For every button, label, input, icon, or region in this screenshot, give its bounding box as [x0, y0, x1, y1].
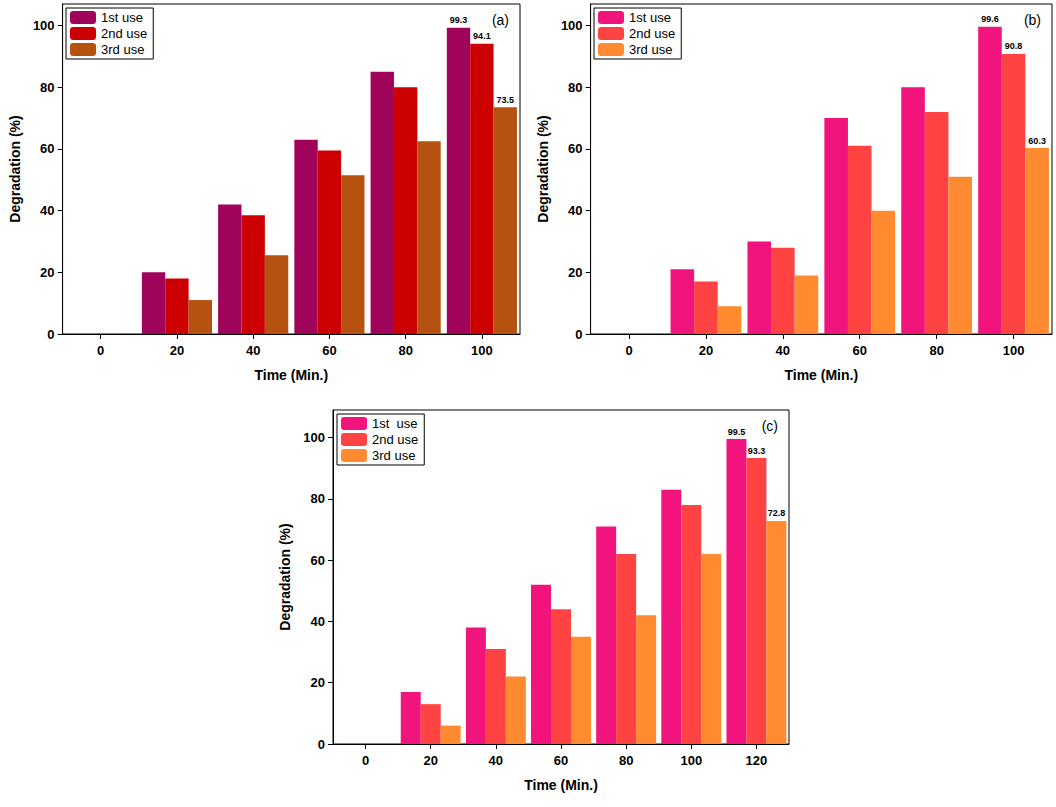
svg-text:20: 20	[40, 265, 54, 280]
svg-text:90.8: 90.8	[1005, 41, 1023, 51]
svg-text:Time (Min.): Time (Min.)	[524, 777, 598, 793]
svg-text:2nd use: 2nd use	[629, 26, 675, 41]
svg-text:2nd use: 2nd use	[101, 26, 147, 41]
svg-text:60: 60	[554, 753, 568, 768]
svg-text:Time (Min.): Time (Min.)	[784, 367, 858, 383]
svg-text:40: 40	[40, 203, 54, 218]
svg-text:40: 40	[568, 203, 582, 218]
svg-text:(a): (a)	[492, 12, 509, 28]
svg-text:20: 20	[423, 753, 437, 768]
svg-text:93.3: 93.3	[748, 446, 766, 456]
svg-text:0: 0	[625, 343, 632, 358]
svg-text:100: 100	[303, 430, 325, 445]
svg-text:60: 60	[40, 141, 54, 156]
svg-text:Degradation (%): Degradation (%)	[277, 523, 293, 630]
svg-text:60: 60	[568, 141, 582, 156]
svg-text:120: 120	[746, 753, 768, 768]
svg-text:0: 0	[47, 327, 54, 342]
svg-text:40: 40	[246, 343, 260, 358]
svg-text:(b): (b)	[1024, 12, 1041, 28]
svg-text:94.1: 94.1	[473, 31, 491, 41]
svg-text:3rd use: 3rd use	[372, 448, 415, 463]
svg-text:Time (Min.): Time (Min.)	[254, 367, 328, 383]
svg-text:99.6: 99.6	[981, 14, 999, 24]
svg-text:0: 0	[97, 343, 104, 358]
svg-text:80: 80	[311, 491, 325, 506]
svg-text:60.3: 60.3	[1028, 136, 1046, 146]
svg-text:80: 80	[929, 343, 943, 358]
svg-text:Degradation (%): Degradation (%)	[535, 115, 551, 222]
svg-text:20: 20	[568, 265, 582, 280]
svg-text:1st use: 1st use	[629, 10, 671, 25]
svg-text:60: 60	[322, 343, 336, 358]
svg-text:60: 60	[311, 553, 325, 568]
svg-text:0: 0	[575, 327, 582, 342]
svg-text:1st use: 1st use	[372, 416, 418, 431]
svg-text:20: 20	[170, 343, 184, 358]
svg-text:20: 20	[699, 343, 713, 358]
svg-text:2nd use: 2nd use	[372, 432, 418, 447]
svg-text:60: 60	[853, 343, 867, 358]
svg-text:20: 20	[311, 675, 325, 690]
svg-text:80: 80	[40, 80, 54, 95]
svg-text:80: 80	[619, 753, 633, 768]
svg-text:1st use: 1st use	[101, 10, 143, 25]
svg-text:0: 0	[362, 753, 369, 768]
svg-text:100: 100	[561, 18, 583, 33]
svg-text:80: 80	[398, 343, 412, 358]
svg-text:3rd use: 3rd use	[101, 42, 144, 57]
svg-text:40: 40	[776, 343, 790, 358]
svg-text:40: 40	[489, 753, 503, 768]
svg-text:Degradation (%): Degradation (%)	[7, 115, 23, 222]
svg-text:100: 100	[680, 753, 702, 768]
svg-text:(c): (c)	[762, 418, 778, 434]
svg-text:99.3: 99.3	[450, 15, 468, 25]
svg-text:73.5: 73.5	[496, 95, 514, 105]
svg-text:100: 100	[471, 343, 493, 358]
svg-text:99.5: 99.5	[728, 427, 746, 437]
svg-text:3rd use: 3rd use	[629, 42, 672, 57]
svg-text:72.8: 72.8	[768, 508, 786, 518]
svg-text:40: 40	[311, 614, 325, 629]
svg-text:100: 100	[1003, 343, 1025, 358]
svg-text:0: 0	[318, 737, 325, 752]
svg-text:100: 100	[33, 18, 55, 33]
svg-text:80: 80	[568, 80, 582, 95]
